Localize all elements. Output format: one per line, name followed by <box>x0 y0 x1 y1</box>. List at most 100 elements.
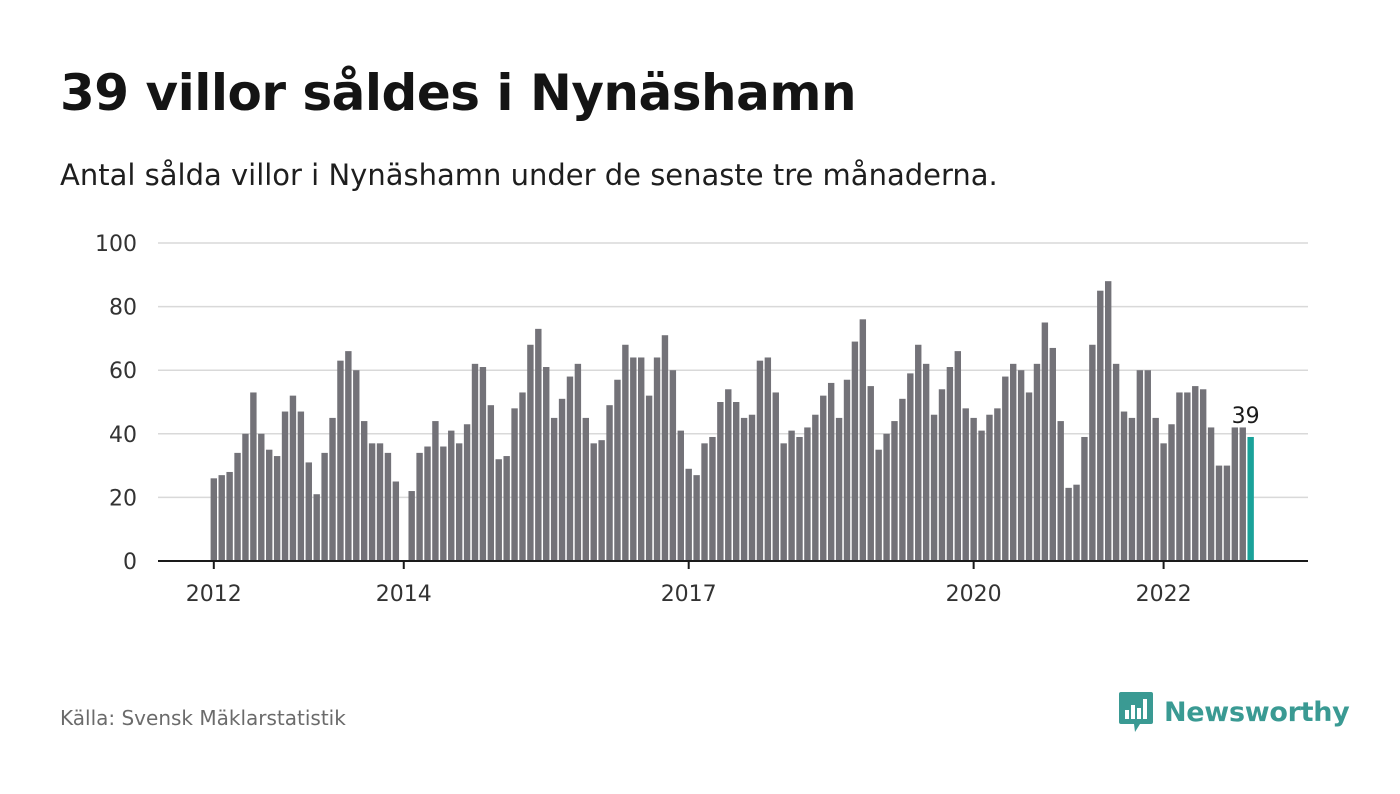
x-tick-label: 2012 <box>186 582 242 607</box>
bar <box>986 414 993 561</box>
bar <box>424 446 431 561</box>
bar <box>495 459 502 561</box>
bar <box>408 491 415 561</box>
bar <box>1207 427 1215 561</box>
bar <box>764 357 772 561</box>
data-labels: 39 <box>1232 404 1260 429</box>
bar <box>645 395 653 561</box>
bar <box>938 389 946 561</box>
bar <box>345 351 352 561</box>
bar <box>677 430 684 561</box>
y-tick-label: 20 <box>109 486 137 511</box>
bar <box>915 344 922 561</box>
bar <box>693 475 700 561</box>
bar <box>883 433 890 561</box>
bar <box>772 392 779 561</box>
bar <box>1104 281 1112 561</box>
bar <box>653 357 661 561</box>
bar <box>1010 363 1017 561</box>
bar <box>543 367 550 561</box>
bar <box>329 417 336 561</box>
bar <box>843 379 851 561</box>
bar-chart: 0 20 40 60 80 100 2012 2014 2017 2020 2022 39 <box>95 232 1308 607</box>
bar <box>226 471 233 561</box>
bar <box>891 421 898 561</box>
bar <box>535 328 542 561</box>
bar <box>1144 370 1151 561</box>
bar <box>455 443 463 561</box>
bar <box>701 443 708 561</box>
bar <box>930 414 938 561</box>
bar-highlight <box>1247 436 1254 561</box>
bar <box>511 408 518 561</box>
bar <box>1199 389 1207 561</box>
bar <box>1041 322 1049 561</box>
bar <box>376 443 384 561</box>
bar <box>384 452 392 561</box>
bar <box>685 468 692 561</box>
bar <box>566 376 574 561</box>
bar <box>962 408 969 561</box>
y-axis-ticks: 0 20 40 60 80 100 <box>95 232 137 575</box>
x-tick-label: 2020 <box>946 582 1002 607</box>
bar <box>796 436 803 561</box>
bar <box>717 402 724 561</box>
bar <box>297 411 305 561</box>
bar <box>1017 370 1025 561</box>
bar <box>289 395 297 561</box>
bar <box>1049 347 1056 561</box>
bar <box>622 344 629 561</box>
bar <box>598 440 605 561</box>
bar <box>463 424 471 561</box>
bar <box>907 373 914 561</box>
y-tick-label: 60 <box>109 359 137 384</box>
bar <box>1120 411 1128 561</box>
bar <box>368 443 376 561</box>
bar <box>210 478 217 561</box>
bar <box>946 367 954 561</box>
bar <box>820 395 827 561</box>
bar <box>606 405 613 561</box>
y-tick-label: 100 <box>95 232 137 257</box>
bar <box>416 452 423 561</box>
bar <box>1081 436 1088 561</box>
x-tick-label: 2022 <box>1136 582 1192 607</box>
bar <box>851 341 859 561</box>
bar <box>266 449 273 561</box>
bar <box>1239 427 1246 561</box>
bar <box>630 357 637 561</box>
bar <box>479 367 487 561</box>
bar <box>360 421 368 561</box>
bar <box>574 363 582 561</box>
data-label-last: 39 <box>1232 404 1260 429</box>
bar <box>321 452 328 561</box>
bar <box>1231 427 1239 561</box>
bar <box>1160 443 1167 561</box>
y-tick-label: 80 <box>109 296 137 321</box>
bar <box>1057 421 1064 561</box>
bar <box>1215 465 1223 561</box>
bar <box>250 392 257 561</box>
bar <box>313 494 320 561</box>
bar <box>978 430 985 561</box>
bar <box>804 427 811 561</box>
bar <box>780 443 787 561</box>
x-tick-label: 2017 <box>661 582 717 607</box>
x-axis: 2012 2014 2017 2020 2022 <box>158 560 1308 607</box>
bar <box>305 462 312 561</box>
bar <box>1128 417 1136 561</box>
bar <box>590 443 597 561</box>
bar <box>859 319 867 561</box>
bar <box>1073 484 1080 561</box>
bar <box>1176 392 1183 561</box>
bar <box>1097 290 1104 561</box>
y-tick-label: 40 <box>109 423 137 448</box>
bar <box>1065 487 1072 561</box>
y-tick-label: 0 <box>123 550 137 575</box>
bar <box>432 421 439 561</box>
bar <box>867 386 874 561</box>
bar <box>258 433 265 561</box>
bar <box>519 392 526 561</box>
bar <box>550 417 558 561</box>
bar <box>922 363 930 561</box>
